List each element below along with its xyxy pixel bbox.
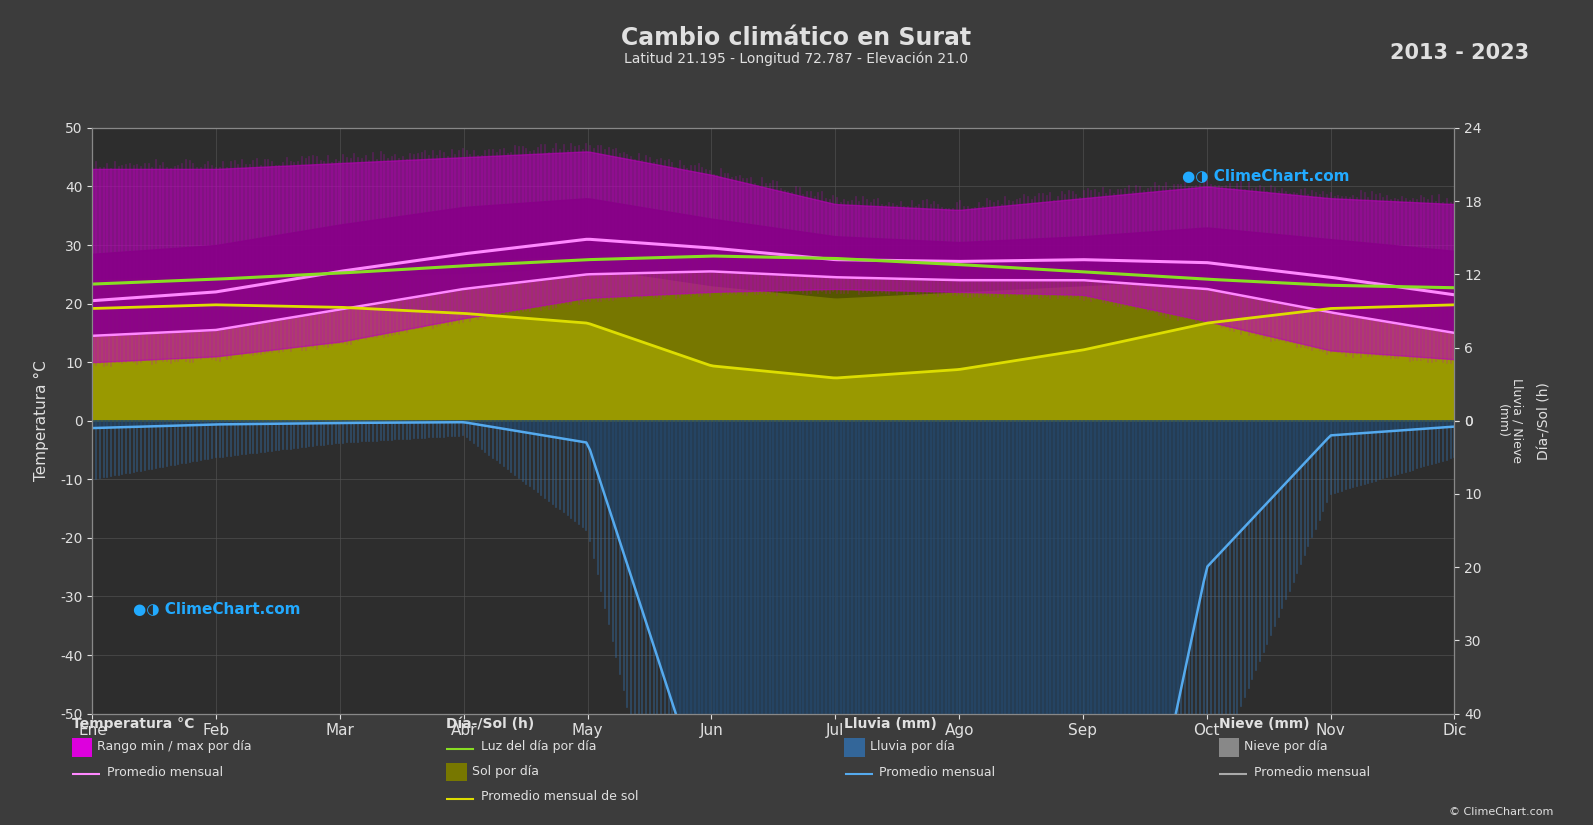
Text: Promedio mensual de sol: Promedio mensual de sol	[481, 790, 639, 804]
Y-axis label: Temperatura °C: Temperatura °C	[33, 361, 49, 481]
Text: Temperatura °C: Temperatura °C	[72, 717, 194, 731]
Text: ●◑ ClimeChart.com: ●◑ ClimeChart.com	[134, 602, 301, 617]
Text: Promedio mensual: Promedio mensual	[879, 766, 996, 779]
Text: Rango min / max por día: Rango min / max por día	[97, 740, 252, 753]
Text: Sol por día: Sol por día	[472, 765, 538, 778]
Text: ●◑ ClimeChart.com: ●◑ ClimeChart.com	[1182, 168, 1349, 184]
Text: Día-/Sol (h): Día-/Sol (h)	[446, 717, 534, 731]
Text: Lluvia (mm): Lluvia (mm)	[844, 717, 937, 731]
Text: © ClimeChart.com: © ClimeChart.com	[1448, 807, 1553, 817]
Text: Nieve por día: Nieve por día	[1244, 740, 1327, 753]
Text: Promedio mensual: Promedio mensual	[107, 766, 223, 779]
Text: Promedio mensual: Promedio mensual	[1254, 766, 1370, 779]
Text: Luz del día por día: Luz del día por día	[481, 740, 597, 753]
Text: Lluvia por día: Lluvia por día	[870, 740, 954, 753]
Text: Latitud 21.195 - Longitud 72.787 - Elevación 21.0: Latitud 21.195 - Longitud 72.787 - Eleva…	[624, 51, 969, 66]
Text: 2013 - 2023: 2013 - 2023	[1391, 43, 1529, 63]
Y-axis label: Día-/Sol (h): Día-/Sol (h)	[1537, 382, 1552, 460]
Text: Nieve (mm): Nieve (mm)	[1219, 717, 1309, 731]
Text: Cambio climático en Surat: Cambio climático en Surat	[621, 26, 972, 50]
Y-axis label: Lluvia / Nieve
(mm): Lluvia / Nieve (mm)	[1496, 378, 1523, 464]
